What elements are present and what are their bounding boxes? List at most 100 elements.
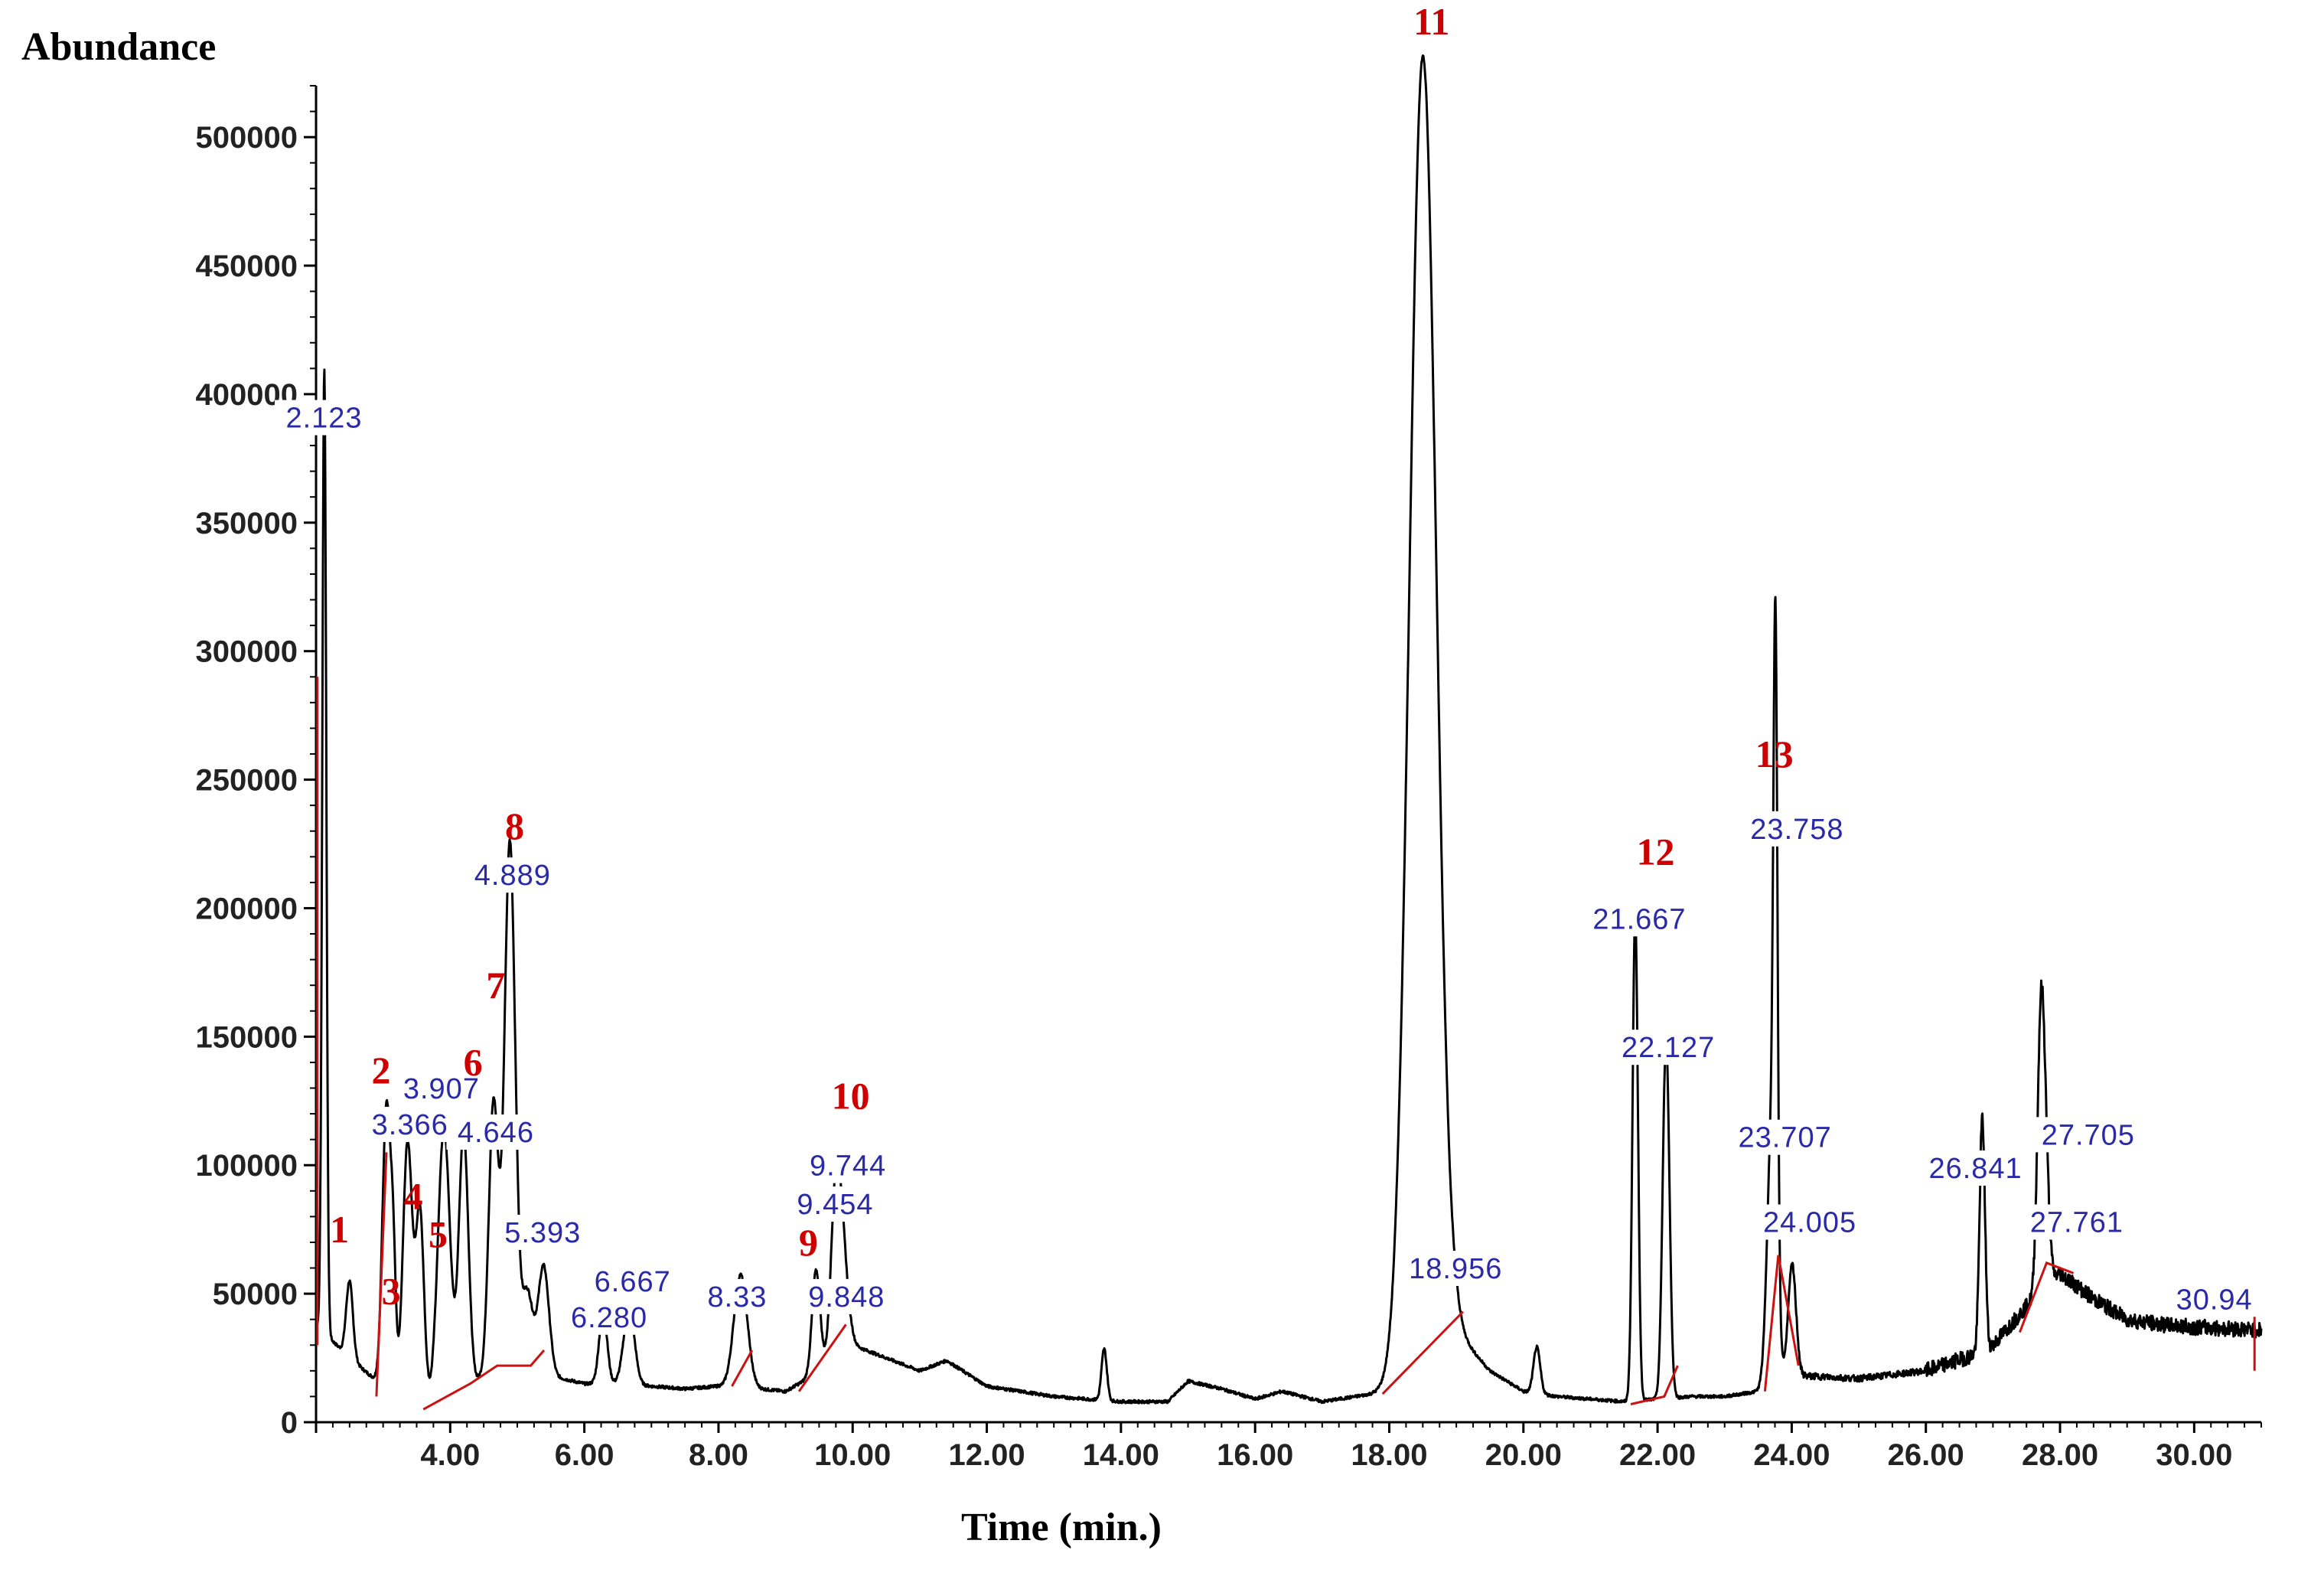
rt-label: 9.454 <box>797 1189 873 1221</box>
peak-number: 1 <box>330 1208 349 1251</box>
rt-label: 9.848 <box>808 1281 885 1314</box>
rt-label-bg <box>1581 901 1698 937</box>
rt-label-bg <box>797 1278 896 1314</box>
integration-baseline <box>731 1349 754 1387</box>
rt-label: 24.005 <box>1763 1207 1856 1239</box>
peak-number: 11 <box>1413 0 1449 43</box>
y-tick-label: 50000 <box>213 1278 298 1311</box>
x-axis-title: Time (min.) <box>961 1506 1162 1549</box>
rt-label-bg <box>446 1114 546 1150</box>
rt-label-bg <box>463 857 562 893</box>
y-tick-label: 300000 <box>196 635 298 669</box>
integration-baseline <box>797 1323 847 1392</box>
peak-number: 2 <box>372 1049 391 1092</box>
rt-label: 23.758 <box>1750 814 1843 846</box>
chromatogram-trace <box>315 54 2263 1405</box>
y-tick-label: 200000 <box>196 892 298 925</box>
rt-label-bg <box>583 1263 683 1299</box>
x-tick-label: 12.00 <box>948 1438 1025 1472</box>
peak-number: 7 <box>486 964 505 1007</box>
peak-number: 8 <box>505 804 524 847</box>
rt-label-bg <box>392 1070 491 1106</box>
rt-label: 4.889 <box>474 860 551 892</box>
peak-number: 6 <box>464 1041 483 1084</box>
peak-number: 3 <box>382 1270 401 1313</box>
rt-label: 5.393 <box>504 1217 581 1249</box>
rt-label-bg <box>1917 1150 2034 1186</box>
x-tick-label: 16.00 <box>1217 1438 1293 1472</box>
peak-number: 9 <box>799 1221 818 1264</box>
peak-number: 4 <box>404 1174 423 1217</box>
y-tick-label: 0 <box>281 1406 298 1440</box>
rt-label: 30.94 <box>2176 1284 2253 1316</box>
integration-baseline <box>422 1349 546 1411</box>
rt-label-bg <box>493 1214 592 1250</box>
y-tick-label: 350000 <box>196 507 298 540</box>
rt-label-bg <box>696 1278 778 1314</box>
rt-label-bg <box>1610 1030 1727 1066</box>
integration-baseline <box>2019 1261 2075 1333</box>
integration-baseline <box>375 1152 388 1397</box>
x-tick-label: 8.00 <box>689 1438 748 1472</box>
rt-label-bg <box>2165 1281 2264 1317</box>
trace <box>315 54 2263 1405</box>
rt-label: 6.280 <box>571 1302 647 1334</box>
rt-label-bg <box>360 1106 460 1142</box>
x-tick-label: 30.00 <box>2156 1438 2232 1472</box>
rt-label-bg <box>1752 1204 1869 1240</box>
peak-number: 5 <box>429 1213 448 1256</box>
y-tick-label: 150000 <box>196 1020 298 1054</box>
rt-label: 6.667 <box>595 1266 671 1298</box>
x-tick-label: 28.00 <box>2022 1438 2098 1472</box>
rt-label: 4.646 <box>458 1117 534 1149</box>
rt-label: 18.956 <box>1409 1253 1502 1285</box>
y-ticks: 0 50000 100000 150000 200000 250000 300000 3500… <box>196 85 316 1440</box>
peak-number: 12 <box>1636 830 1674 873</box>
retention-time-labels: 2.123 3.366 3.907 4.646 4.889 5.393 6.667 6.280… <box>275 400 2264 1335</box>
x-tick-label: 4.00 <box>420 1438 480 1472</box>
y-tick-label: 450000 <box>196 250 298 283</box>
integration-baselines <box>316 677 2256 1411</box>
integration-baseline <box>1630 1365 1679 1405</box>
integration-baseline <box>1381 1310 1464 1395</box>
x-ticks: 4.00 6.00 8.00 10.00 12.00 14.00 16.00 18.00 20.… <box>315 1422 2262 1472</box>
rt-label-bg <box>1726 1119 1843 1155</box>
x-tick-label: 24.00 <box>1753 1438 1830 1472</box>
x-tick-label: 10.00 <box>814 1438 891 1472</box>
rt-label: 9.744 <box>810 1150 886 1183</box>
rt-label-bg <box>275 400 374 436</box>
peak-number: 13 <box>1755 733 1794 775</box>
rt-label-bg <box>785 1186 885 1222</box>
rt-label-bg <box>2018 1204 2135 1240</box>
x-tick-label: 20.00 <box>1485 1438 1562 1472</box>
rt-label: 27.761 <box>2030 1207 2124 1239</box>
integration-baseline <box>1763 1255 1800 1392</box>
x-tick-label: 14.00 <box>1083 1438 1159 1472</box>
y-tick-label: 100000 <box>196 1149 298 1183</box>
rt-label-bg <box>798 1147 898 1183</box>
rt-label: 3.907 <box>403 1073 480 1105</box>
y-tick-label: 250000 <box>196 764 298 798</box>
rt-label-bg <box>1397 1250 1514 1286</box>
y-axis-title: Abundance <box>21 25 216 69</box>
rt-label-bg <box>2029 1117 2146 1153</box>
rt-label: 26.841 <box>1928 1153 2022 1185</box>
rt-label: 8.33 <box>707 1281 767 1314</box>
y-tick-label: 500000 <box>196 121 298 155</box>
rt-label: 21.667 <box>1592 903 1686 935</box>
peak-number: 10 <box>832 1074 870 1117</box>
x-tick-label: 22.00 <box>1619 1438 1696 1472</box>
rt-label: 23.707 <box>1739 1122 1832 1154</box>
x-tick-label: 26.00 <box>1888 1438 1964 1472</box>
rt-label-bg <box>1739 811 1856 847</box>
rt-label: 27.705 <box>2042 1119 2135 1151</box>
rt-label: 2.123 <box>285 403 362 435</box>
x-tick-label: 18.00 <box>1351 1438 1427 1472</box>
rt-label: 3.366 <box>372 1109 448 1141</box>
rt-label-bg <box>559 1299 659 1335</box>
x-tick-label: 6.00 <box>555 1438 614 1472</box>
rt-label: 22.127 <box>1622 1032 1715 1064</box>
